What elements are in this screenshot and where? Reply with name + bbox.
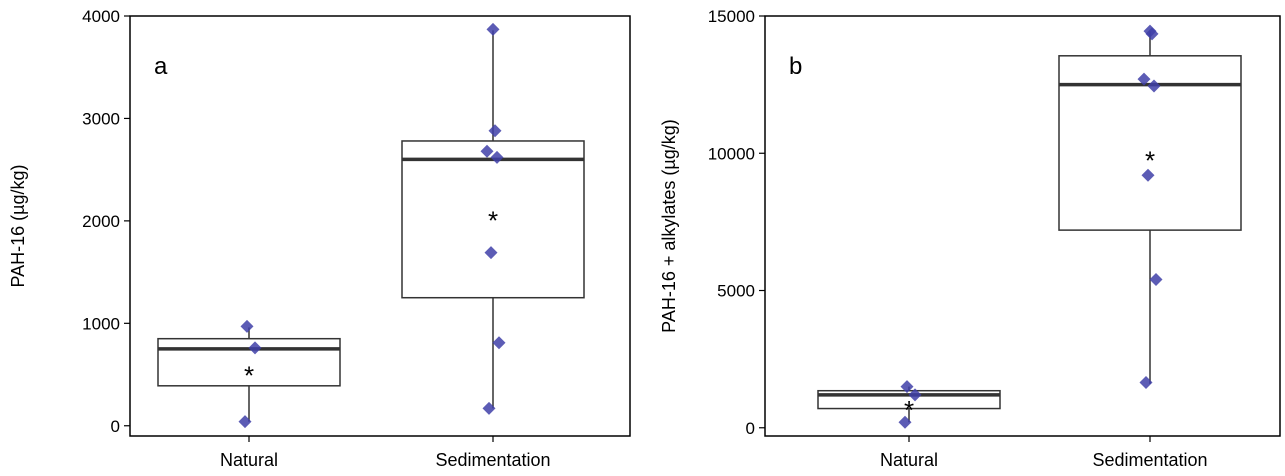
data-point xyxy=(898,415,912,429)
x-tick-label: Natural xyxy=(220,450,278,470)
data-point xyxy=(900,380,914,394)
y-axis-title: PAH-16 + alkylates (µg/kg) xyxy=(659,119,679,333)
box-natural: * xyxy=(817,380,1001,429)
y-tick-label: 5000 xyxy=(717,282,755,301)
box-iqr xyxy=(401,140,585,299)
data-point xyxy=(482,401,496,415)
plot-frame xyxy=(129,15,631,437)
box-sedimentation: * xyxy=(1058,24,1242,389)
y-tick-label: 0 xyxy=(111,417,120,436)
box-iqr xyxy=(157,337,341,387)
mean-marker: * xyxy=(1145,145,1155,175)
data-point xyxy=(248,341,262,355)
data-point xyxy=(486,22,500,36)
data-point xyxy=(490,150,504,164)
panel-label: b xyxy=(789,53,802,80)
data-point xyxy=(1149,273,1163,287)
x-tick-label: Natural xyxy=(880,450,938,470)
y-tick-label: 2000 xyxy=(82,212,120,231)
mean-marker: * xyxy=(904,395,914,425)
data-point xyxy=(1143,24,1157,38)
y-tick-label: 3000 xyxy=(82,109,120,128)
data-point xyxy=(908,388,922,402)
data-point xyxy=(1137,72,1151,86)
y-tick-label: 4000 xyxy=(82,7,120,26)
x-tick-label: Sedimentation xyxy=(1092,450,1207,470)
mean-marker: * xyxy=(488,206,498,236)
y-tick-label: 15000 xyxy=(708,7,755,26)
chart-panel-b: * * 0 5000 10000 15000 Natural Sedimentation PAH… xyxy=(659,7,1281,470)
y-tick-label: 0 xyxy=(746,419,755,438)
mean-marker: * xyxy=(244,360,254,390)
panel-label: a xyxy=(154,53,168,80)
data-point xyxy=(1139,375,1153,389)
x-tick-label: Sedimentation xyxy=(435,450,550,470)
data-point xyxy=(1141,168,1155,182)
data-point xyxy=(1147,79,1161,93)
data-point xyxy=(488,124,502,138)
data-point xyxy=(238,415,252,429)
chart-panel-a: * * 0 1000 2000 3000 4000 Natural Sedimentation P… xyxy=(8,7,631,470)
y-axis-title: PAH-16 (µg/kg) xyxy=(8,164,28,287)
plot-frame xyxy=(764,15,1281,437)
y-tick-label: 1000 xyxy=(82,314,120,333)
data-point xyxy=(492,336,506,350)
y-tick-label: 10000 xyxy=(708,144,755,163)
box-iqr xyxy=(1058,55,1242,231)
data-point xyxy=(240,319,254,333)
box-natural: * xyxy=(157,319,341,429)
box-sedimentation: * xyxy=(401,22,585,415)
data-point xyxy=(480,144,494,158)
data-point xyxy=(484,246,498,260)
